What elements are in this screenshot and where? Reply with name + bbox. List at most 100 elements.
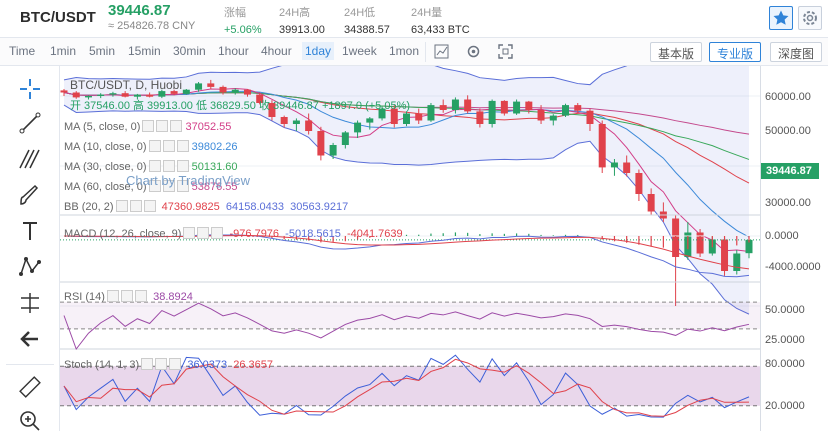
settings-gear-icon[interactable] [798, 6, 822, 30]
candle [72, 92, 80, 98]
trend-line-icon[interactable] [17, 110, 43, 136]
stat-value: 63,433 BTC [411, 24, 470, 36]
interval-time[interactable]: Time [9, 44, 36, 58]
stoch-d-line [63, 358, 750, 417]
depth-chart-button[interactable]: 深度图 [770, 42, 823, 62]
legend-bb-value: 64158.0433 [225, 201, 285, 213]
legend-bb-value: 30563.9217 [290, 201, 349, 213]
macd-line [63, 234, 750, 278]
candle [415, 113, 423, 121]
candle [464, 99, 472, 112]
candle [195, 83, 203, 90]
interval-15min[interactable]: 15min [128, 44, 161, 58]
interval-1week[interactable]: 1week [342, 44, 377, 58]
candle [84, 96, 92, 98]
basic-version-button[interactable]: 基本版 [650, 42, 703, 62]
candle [451, 99, 459, 110]
settings-icon [162, 180, 175, 192]
eye-icon [142, 120, 155, 132]
interval-1mon[interactable]: 1mon [389, 44, 420, 58]
fib-icon[interactable] [17, 146, 43, 172]
candle [733, 253, 741, 271]
back-arrow-icon[interactable] [17, 326, 43, 352]
candle [182, 89, 190, 94]
legend-rsi-value: 38.8924 [153, 291, 193, 303]
legend-ma60: MA (60, close, 0) 53876.55 [64, 180, 238, 193]
indicator-settings-icon[interactable] [465, 43, 482, 60]
legend-stoch-name: Stoch (14, 1, 3) [64, 359, 140, 371]
interval-1hour[interactable]: 1hour [218, 44, 249, 58]
rsi-line [63, 302, 750, 351]
legend-stoch-value: 26.3657 [233, 359, 273, 371]
close-icon [169, 358, 182, 370]
candle [427, 105, 435, 121]
eye-icon [148, 160, 161, 172]
text-icon[interactable] [17, 218, 43, 244]
last-price: 39446.87 [108, 2, 171, 19]
candle [341, 132, 349, 145]
candle [109, 93, 117, 95]
interval-1day[interactable]: 1day [302, 42, 335, 60]
candle [549, 115, 557, 121]
chart-area[interactable]: BTC/USDT, D, Huobi 开 37546.00 高 39913.00… [60, 36, 760, 431]
legend-bb-name: BB (20, 2) [64, 201, 114, 213]
close-icon [176, 140, 189, 152]
brush-icon[interactable] [17, 182, 43, 208]
interval-30min[interactable]: 30min [173, 44, 206, 58]
axis-label: 60000.00 [765, 91, 811, 103]
legend-ma5-name: MA (5, close, 0) [64, 121, 141, 133]
candle [207, 83, 215, 87]
interval-4hour[interactable]: 4hour [261, 44, 292, 58]
candle [721, 239, 729, 271]
eye-icon [148, 180, 161, 192]
interval-1min[interactable]: 1min [50, 44, 77, 58]
pro-version-button[interactable]: 专业版 [709, 42, 762, 62]
settings-icon [129, 200, 142, 212]
stat-label: 涨幅 [224, 7, 246, 19]
legend-stoch: Stoch (14, 1, 3) 36.0373 26.3657 [64, 358, 273, 371]
candle [268, 103, 276, 117]
stat-volume: 24H量 63,433 BTC [411, 4, 470, 36]
eye-icon [183, 227, 196, 239]
candle [231, 89, 239, 93]
axis-label: 25.0000 [765, 334, 805, 346]
candle [146, 94, 154, 97]
drawing-toolbar [0, 66, 60, 431]
candle [488, 100, 496, 124]
interval-5min[interactable]: 5min [89, 44, 116, 58]
pair-name[interactable]: BTC/USDT [20, 9, 96, 26]
close-icon [176, 180, 189, 192]
candle [60, 90, 68, 93]
candle [598, 124, 606, 168]
axis-label: 30000.00 [765, 197, 811, 209]
candle [500, 100, 508, 114]
ruler-icon[interactable] [17, 374, 43, 400]
legend-bb: BB (20, 2) 47360.9825 64158.0433 30563.9… [64, 200, 348, 213]
candle [623, 162, 631, 173]
stat-low: 24H低 34388.57 [344, 4, 390, 36]
legend-ma30-name: MA (30, close, 0) [64, 161, 147, 173]
favorite-star-icon[interactable] [769, 6, 793, 30]
candle [317, 131, 325, 156]
axis-label: 0.0000 [765, 230, 799, 242]
zoom-icon[interactable] [17, 408, 43, 431]
legend-ma10-value: 39802.26 [191, 141, 238, 153]
axis-label: 20.0000 [765, 400, 805, 412]
crosshair-icon[interactable] [17, 76, 43, 102]
axis-label: 50000.00 [765, 125, 811, 137]
chart-type-icon[interactable] [433, 43, 450, 60]
legend-ohlc: 开 37546.00 高 39913.00 低 36829.50 收 39446… [70, 100, 411, 112]
bollinger-lower [63, 104, 750, 315]
stat-value: 34388.57 [344, 24, 390, 36]
legend-ma5: MA (5, close, 0) 37052.55 [64, 120, 231, 133]
legend-macd-value: -4041.7639 [346, 228, 403, 240]
legend-stoch-value: 36.0373 [187, 359, 228, 371]
stoch-band [60, 366, 760, 406]
pattern-icon[interactable] [17, 254, 43, 280]
candle [280, 117, 288, 124]
eye-icon [141, 358, 154, 370]
fullscreen-icon[interactable] [497, 43, 514, 60]
measure-icon[interactable] [17, 290, 43, 316]
macd-signal-line [63, 235, 750, 270]
price-axis[interactable]: 60000.00 50000.00 30000.00 39446.87 0.00… [760, 66, 828, 431]
